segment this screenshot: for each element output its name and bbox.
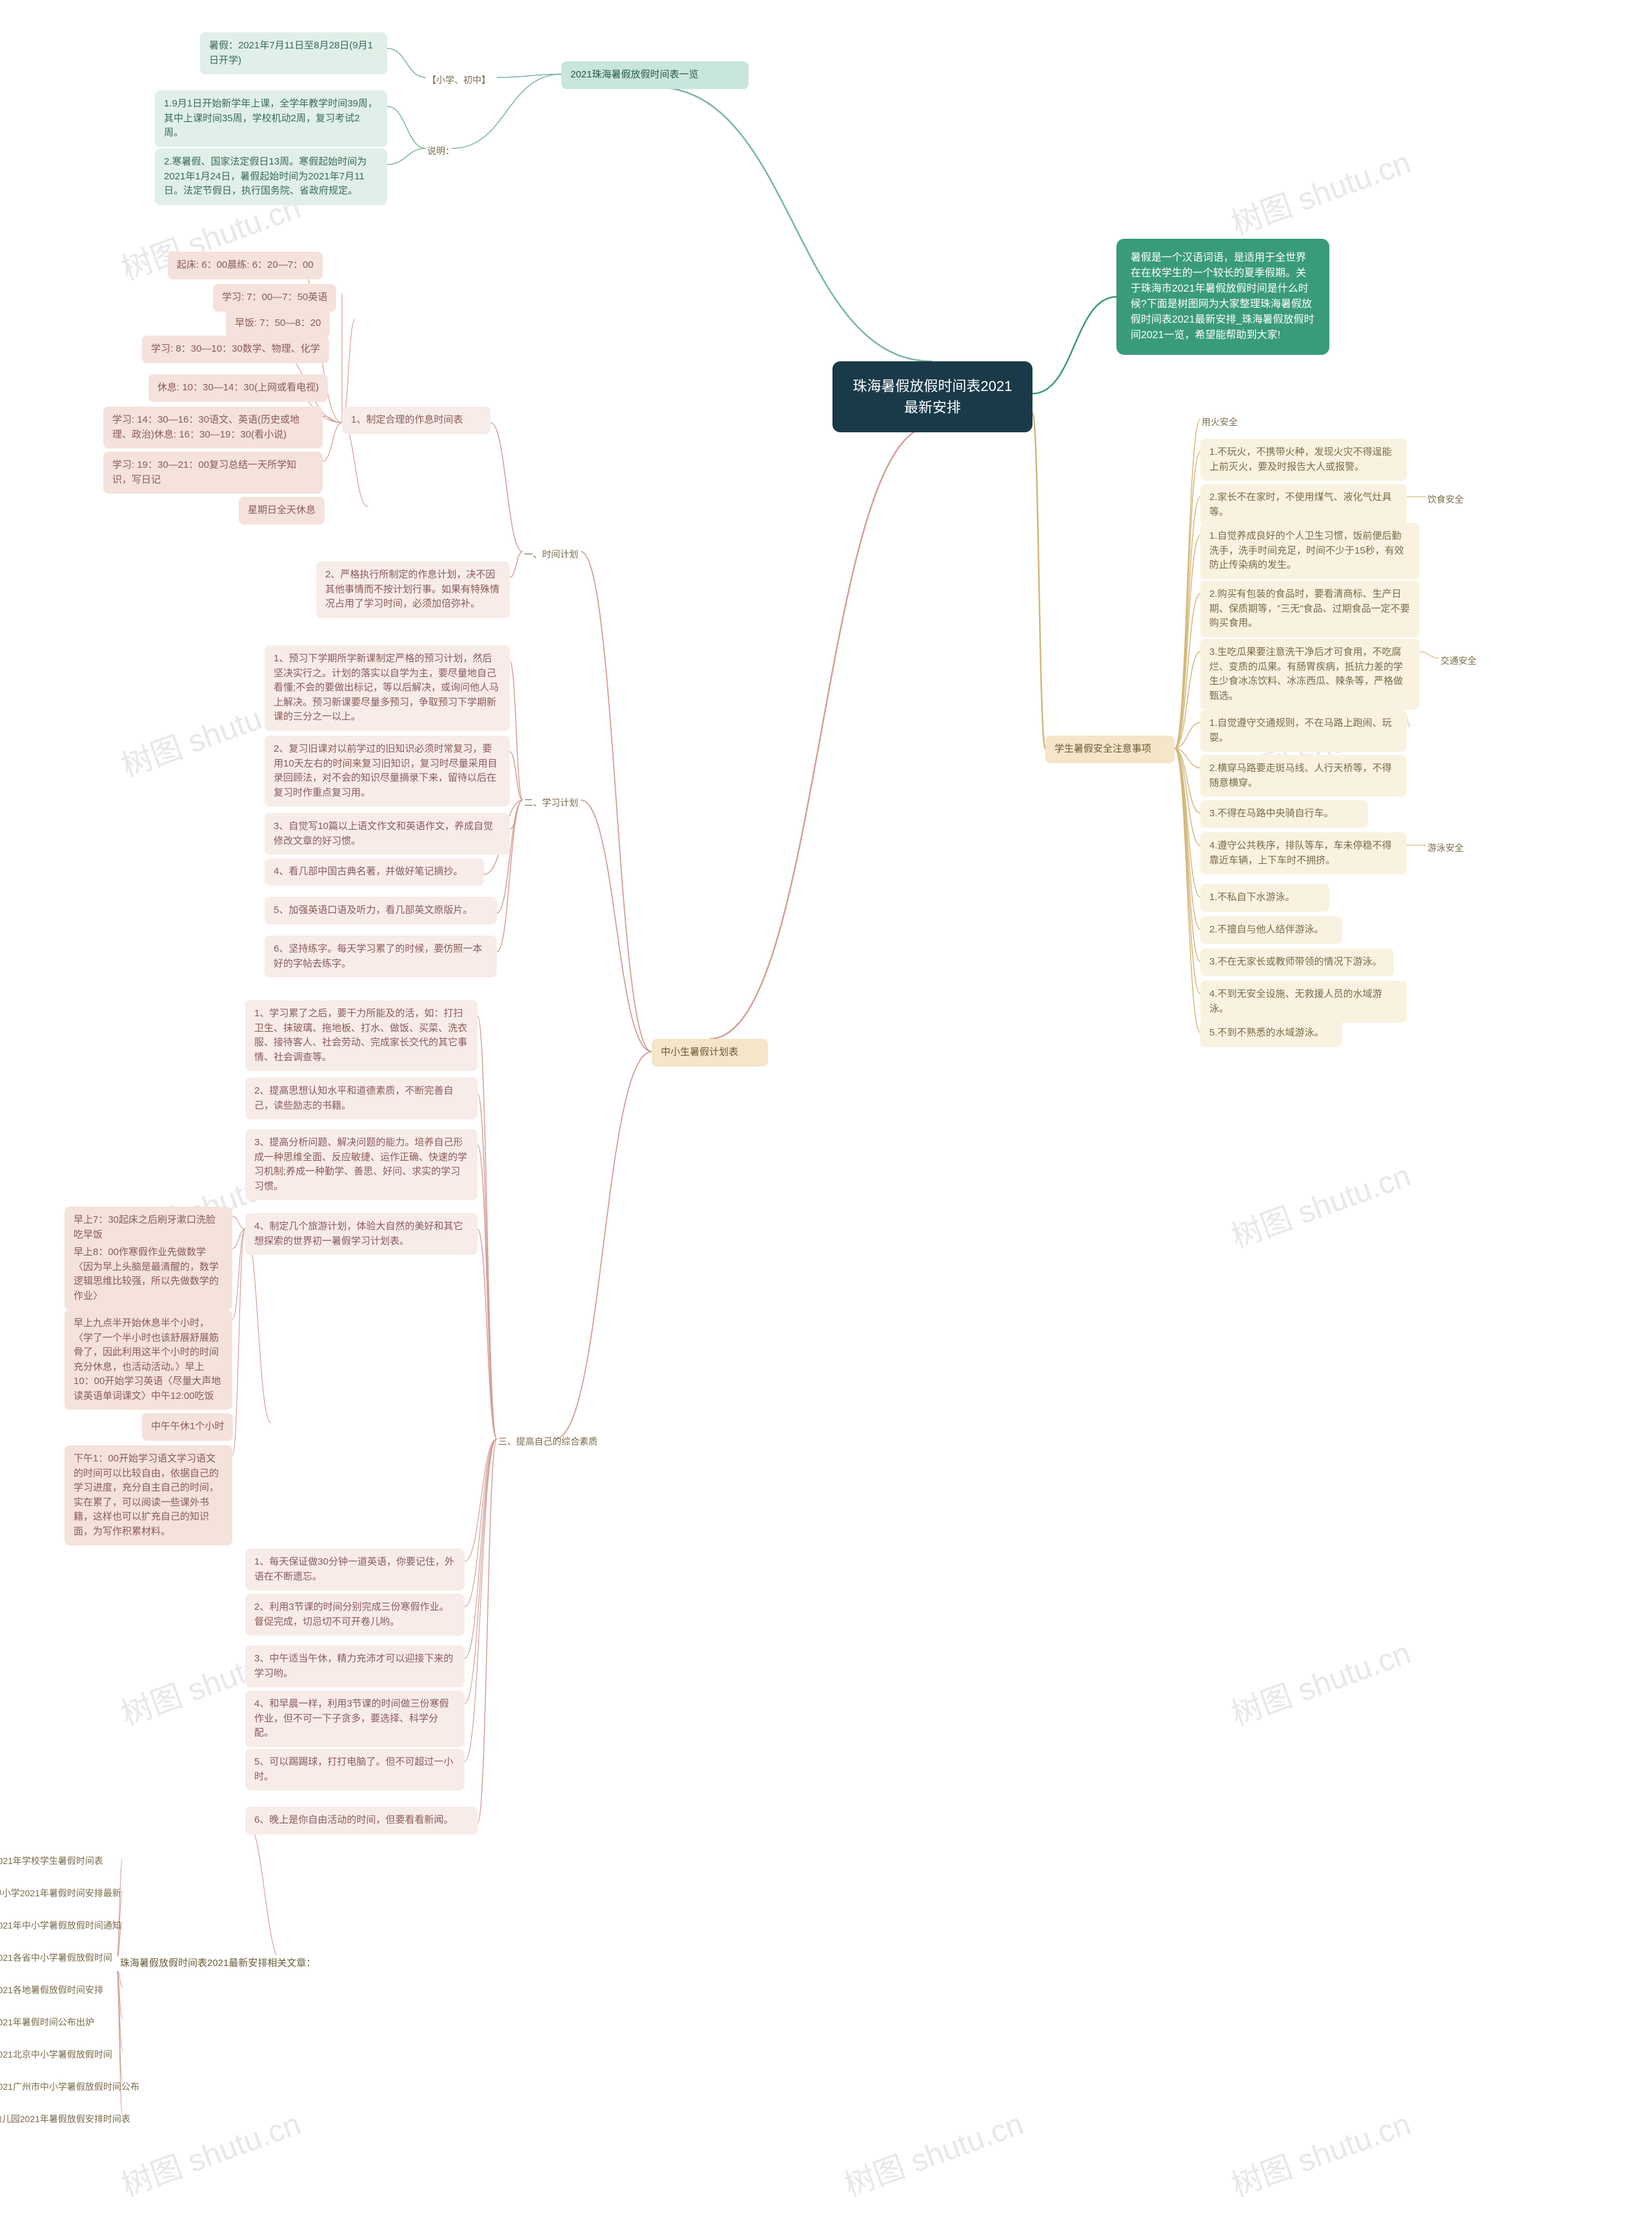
plain-node: 用火安全 <box>1200 413 1239 432</box>
amber-light-node: 2.家长不在家时，不使用煤气、液化气灶具等。 <box>1200 484 1407 526</box>
pink-sub-node: 学习: 8：30—10：30数学、物理、化学 <box>142 336 329 363</box>
pink-sub-node: 早上九点半开始休息半个小时，〈学了一个半小时也该舒展舒展筋骨了，因此利用这半个小… <box>65 1310 232 1410</box>
related-link[interactable]: ★2021各地暑假放假时间安排 <box>0 1981 105 2000</box>
pink-sub-node: 中午午休1个小时 <box>142 1413 233 1441</box>
amber-light-node: 3.不得在马路中央骑自行车。 <box>1200 800 1368 828</box>
pink-light-node: 2、利用3节课的时间分别完成三份寒假作业。督促完成，切忌切不可开卷儿哟。 <box>245 1594 465 1636</box>
intro-node: 暑假是一个汉语词语，是适用于全世界在在校学生的一个较长的夏季假期。关于珠海市20… <box>1116 239 1329 355</box>
green-light-node: 1.9月1日开始新学年上课，全学年教学时间39周，其中上课时间35周，学校机动2… <box>155 90 387 147</box>
amber-light-node: 1.自觉养成良好的个人卫生习惯，饭前便后勤洗手，洗手时间充足，时间不少于15秒，… <box>1200 523 1420 579</box>
watermark: 树图 shutu.cn <box>1224 1150 1416 1256</box>
related-link[interactable]: ★幼儿园2021年暑假放假安排时间表 <box>0 2110 132 2129</box>
pink-light-node: 2、复习旧课对以前学过的旧知识必须时常复习，要用10天左右的时间来复习旧知识，复… <box>265 736 510 807</box>
pink-sub-node: 早饭: 7：50—8：20 <box>226 310 330 337</box>
branch-title: 学生暑假安全注意事项 <box>1045 736 1174 763</box>
amber-light-node: 1.不私自下水游泳。 <box>1200 884 1329 912</box>
watermark: 树图 shutu.cn <box>1224 2098 1416 2205</box>
branch-title: 2021珠海暑假放假时间表一览 <box>561 61 749 89</box>
plain-node: 交通安全 <box>1439 652 1478 670</box>
related-link[interactable]: ★2021北京中小学暑假放假时间 <box>0 2045 114 2064</box>
related-link[interactable]: ★中小学2021年暑假时间安排最新 <box>0 1884 123 1903</box>
pink-light-node: 6、坚持练字。每天学习累了的时候，要仿照一本好的字帖去练字。 <box>265 936 497 978</box>
pink-light-node: 1、每天保证做30分钟一道英语，你要记住，外语在不断遗忘。 <box>245 1549 465 1590</box>
watermark: 树图 shutu.cn <box>1224 137 1416 243</box>
related-link-text: 2021北京中小学暑假放假时间 <box>0 2049 112 2060</box>
plain-node: 饮食安全 <box>1426 490 1465 509</box>
rel-label-node: 珠海暑假放假时间表2021最新安排相关文章： <box>116 1955 284 1972</box>
green-light-node: 暑假：2021年7月11日至8月28日(9月1日开学) <box>200 32 387 74</box>
pink-sub-node: 早上8：00作寒假作业先做数学〈因为早上头脑是最清醒的，数学逻辑思维比较强，所以… <box>65 1239 232 1310</box>
amber-light-node: 4.不到无安全设施、无救援人员的水域游泳。 <box>1200 981 1407 1023</box>
related-link[interactable]: ★2021广州市中小学暑假放假时间公布 <box>0 2078 141 2096</box>
amber-light-node: 2.购买有包装的食品时，要看清商标、生产日期、保质期等，"三无"食品、过期食品一… <box>1200 581 1420 637</box>
related-link-text: 2021各省中小学暑假放假时间 <box>0 1952 112 1963</box>
pink-light-node: 4、看几部中国古典名著，并做好笔记摘抄。 <box>265 858 484 886</box>
pink-light-node: 4、制定几个旅游计划，体验大自然的美好和其它想探索的世界初一暑假学习计划表。 <box>245 1213 478 1255</box>
related-link-text: 中小学2021年暑假时间安排最新 <box>0 1888 121 1898</box>
watermark: 树图 shutu.cn <box>114 2098 306 2205</box>
pink-light-node: 3、提高分析问题、解决问题的能力。培养自己形成一种思维全面、反应敏捷、运作正确、… <box>245 1129 478 1200</box>
amber-light-node: 3.生吃瓜果要注意洗干净后才可食用，不吃腐烂、变质的瓜果。有肠胃疾病，抵抗力差的… <box>1200 639 1420 710</box>
pink-sub-node: 下午1：00开始学习语文学习语文的时间可以比较自由，依据自己的学习进度，充分自主… <box>65 1445 232 1545</box>
pink-sub-node: 起床: 6：00晨练: 6：20—7：00 <box>168 252 323 279</box>
pink-light-node: 2、严格执行所制定的作息计划，决不因其他事情而不按计划行事。如果有特殊情况占用了… <box>316 561 510 618</box>
plain-node: 一、时间计划 <box>523 545 579 564</box>
amber-light-node: 1.自觉遵守交通规则，不在马路上跑闹、玩耍。 <box>1200 710 1407 752</box>
root-node: 珠海暑假放假时间表2021最新安排 <box>832 361 1032 432</box>
amber-light-node: 2.不擅自与他人结伴游泳。 <box>1200 916 1342 944</box>
related-link[interactable]: ★2021各省中小学暑假放假时间 <box>0 1949 114 1967</box>
amber-light-node: 2.横穿马路要走斑马线、人行天桥等，不得随意横穿。 <box>1200 755 1407 797</box>
related-link-text: 2021年暑假时间公布出炉 <box>0 2017 94 2027</box>
plain-node: 说明： <box>426 142 456 161</box>
related-link-text: 2021年中小学暑假放假时间通知 <box>0 1920 121 1931</box>
pink-sub-node: 学习: 19：30—21：00复习总结一天所学知识，写日记 <box>103 452 323 494</box>
related-link[interactable]: ★2021年暑假时间公布出炉 <box>0 2013 96 2032</box>
watermark: 树图 shutu.cn <box>1224 1627 1416 1734</box>
pink-light-node: 5、可以踢踢球，打打电脑了。但不可超过一小时。 <box>245 1749 465 1791</box>
watermark: 树图 shutu.cn <box>837 2098 1029 2205</box>
related-link[interactable]: ★2021年学校学生暑假时间表 <box>0 1852 105 1871</box>
related-link-text: 2021年学校学生暑假时间表 <box>0 1856 103 1866</box>
plain-node: 游泳安全 <box>1426 839 1465 858</box>
plain-node: 二、学习计划 <box>523 794 579 812</box>
amber-light-node: 5.不到不熟悉的水域游泳。 <box>1200 1019 1342 1047</box>
pink-light-node: 1、预习下学期所学新课制定严格的预习计划，然后坚决实行之。计划的落实以自学为主，… <box>265 645 510 731</box>
amber-light-node: 1.不玩火，不携带火种，发现火灾不得逞能上前灭火，要及时报告大人或报警。 <box>1200 439 1407 481</box>
pink-light-node: 3、中午适当午休，精力充沛才可以迎接下来的学习哟。 <box>245 1645 465 1687</box>
pink-light-node: 2、提高思想认知水平和道德素质，不断完善自己，读些励志的书籍。 <box>245 1078 478 1119</box>
pink-sub-node: 学习: 7：00—7：50英语 <box>213 284 336 312</box>
pink-light-node: 5、加强英语口语及听力，看几部英文原版片。 <box>265 897 497 925</box>
related-link-text: 2021各地暑假放假时间安排 <box>0 1985 103 1995</box>
green-light-node: 2.寒暑假、国家法定假日13周。寒假起始时间为2021年1月24日，暑假起始时间… <box>155 148 387 205</box>
pink-light-node: 1、制定合理的作息时间表 <box>342 406 490 434</box>
related-link-text: 2021广州市中小学暑假放假时间公布 <box>0 2082 139 2092</box>
pink-sub-node: 学习: 14：30—16：30语文、英语(历史或地理、政治)休息: 16：30—… <box>103 406 323 448</box>
pink-light-node: 3、自觉写10篇以上语文作文和英语作文，养成自觉修改文章的好习惯。 <box>265 813 510 855</box>
amber-light-node: 4.遵守公共秩序，排队等车，车未停稳不得靠近车辆，上下车时不拥挤。 <box>1200 832 1407 874</box>
amber-light-node: 3.不在无家长或教师带领的情况下游泳。 <box>1200 948 1394 976</box>
plain-node: 【小学、初中】 <box>426 71 492 90</box>
pink-sub-node: 休息: 10：30—14：30(上网或看电视) <box>148 374 328 402</box>
plain-node: 三、提高自己的综合素质 <box>497 1432 599 1451</box>
related-link[interactable]: ★2021年中小学暑假放假时间通知 <box>0 1916 123 1935</box>
branch-title: 中小生暑假计划表 <box>652 1039 768 1067</box>
pink-light-node: 1、学习累了之后，要干力所能及的活，如：打扫卫生、抹玻璃、拖地板、打水、做饭、买… <box>245 1000 478 1071</box>
pink-light-node: 6、晚上是你自由活动的时间，但要看看新闻。 <box>245 1807 478 1834</box>
pink-sub-node: 星期日全天休息 <box>239 497 325 525</box>
pink-light-node: 4、和早晨一样，利用3节课的时间做三份寒假作业，但不可一下子贪多，要选择、科学分… <box>245 1690 465 1747</box>
related-link-text: 幼儿园2021年暑假放假安排时间表 <box>0 2114 130 2124</box>
